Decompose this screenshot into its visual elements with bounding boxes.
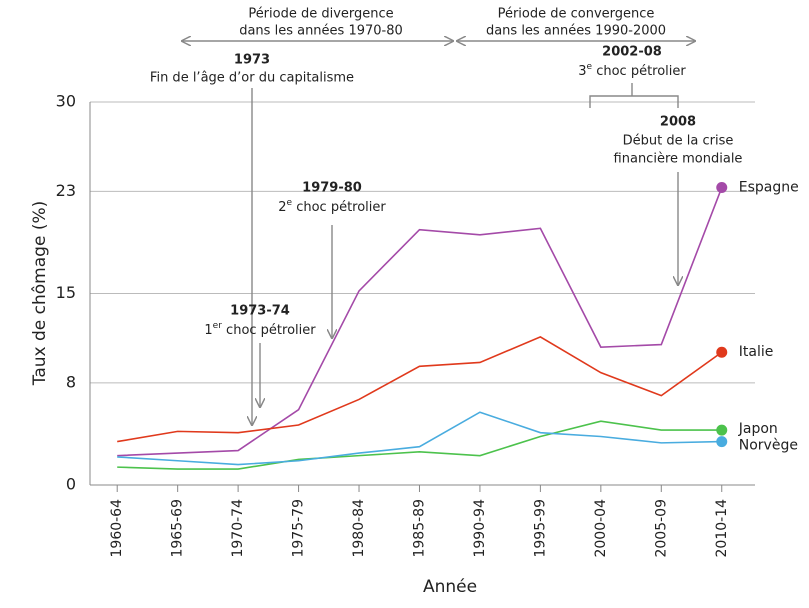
annotation: 3e choc pétrolier [578, 62, 686, 79]
annotation: 1973 [234, 53, 270, 68]
x-tick-label: 1965-69 [170, 499, 186, 558]
y-tick-label: 23 [56, 181, 76, 200]
bracket [589, 83, 679, 108]
x-tick-label: 1995-99 [532, 499, 548, 558]
y-axis-label: Taux de chômage (%) [30, 201, 50, 386]
annotation: 1979-80 [302, 181, 362, 196]
x-tick-label: 1970-74 [230, 499, 246, 558]
annotation: dans les années 1990-2000 [486, 24, 666, 39]
annotations: Période de divergence dans les années 19… [150, 7, 743, 426]
series-line [117, 411, 722, 466]
series-line [117, 420, 722, 470]
legend-label: Japon [738, 421, 778, 437]
x-tick-label: 1960-64 [109, 499, 125, 558]
legend-label: Norvège [739, 438, 798, 454]
annotation: 1er choc pétrolier [204, 321, 316, 338]
annotation: Fin de l’âge d’or du capitalisme [150, 71, 354, 86]
plot: 0 8 15 23 30 1960-64 1965-69 1970-74 1975-79 1980… [56, 92, 799, 558]
y-tick-label: 30 [56, 92, 76, 111]
end-point [716, 346, 728, 358]
annotation: financière mondiale [614, 152, 743, 167]
series-line [117, 187, 723, 457]
y-tick-label: 0 [66, 475, 76, 494]
x-tick-label: 2005-09 [653, 499, 669, 558]
y-tick-label: 15 [56, 283, 76, 302]
end-point [716, 436, 728, 448]
legend-label: Espagne [739, 180, 799, 196]
x-tick-label: 2010-14 [714, 499, 730, 558]
x-tick-label: 1975-79 [291, 499, 307, 558]
x-tick-label: 2000-04 [593, 499, 609, 558]
legend-label: Italie [739, 344, 774, 360]
annotation: dans les années 1970-80 [239, 24, 403, 39]
y-tick-label: 8 [66, 372, 76, 391]
x-tick-label: 1990-94 [472, 499, 488, 558]
annotation: 2008 [660, 115, 696, 130]
x-axis-label: Année [423, 577, 477, 597]
annotation: 2e choc pétrolier [278, 198, 386, 215]
annotation: Début de la crise [623, 134, 734, 149]
end-point [716, 424, 728, 436]
annotation: Période de divergence [248, 7, 393, 22]
annotation: 1973-74 [230, 304, 290, 319]
end-point [716, 182, 728, 194]
x-tick-label: 1985-89 [411, 499, 427, 558]
annotation: Période de convergence [498, 7, 655, 22]
x-tick-label: 1980-84 [351, 499, 367, 558]
annotation: 2002-08 [602, 45, 662, 60]
series-line [117, 336, 723, 443]
